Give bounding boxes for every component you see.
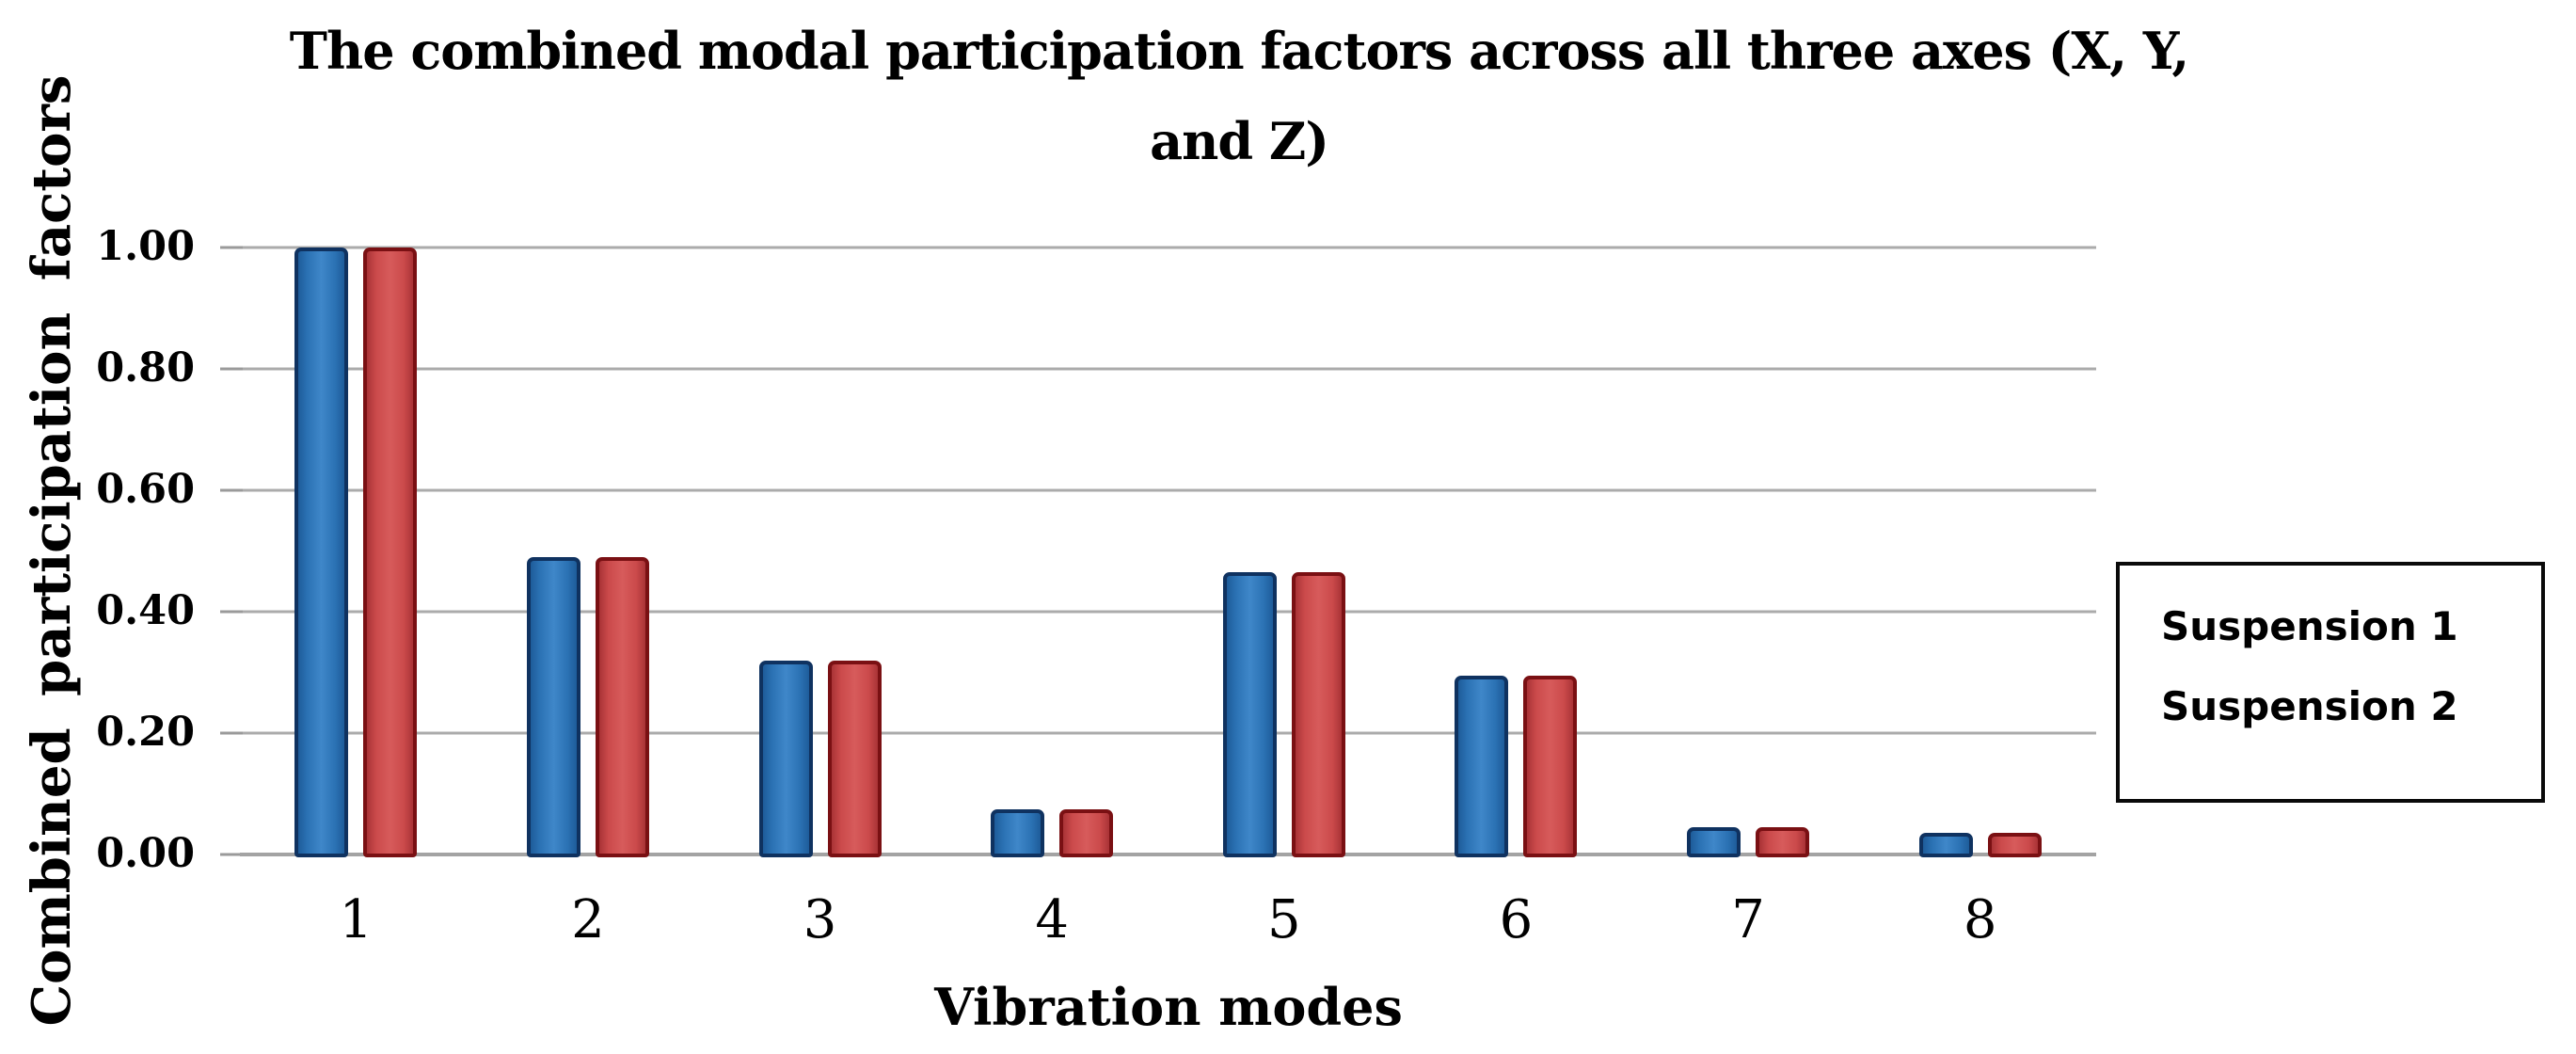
gridline xyxy=(240,488,2096,492)
x-tick-label: 6 xyxy=(1499,889,1534,950)
bar-suspension-2-mode-1 xyxy=(363,248,418,857)
chart-title-line-1: The combined modal participation factors… xyxy=(289,21,2189,81)
y-axis-tick xyxy=(220,246,243,249)
gridline xyxy=(240,610,2096,614)
x-tick-label: 1 xyxy=(339,889,374,950)
y-axis-tick xyxy=(220,367,243,371)
bar-suspension-2-mode-3 xyxy=(827,661,882,857)
x-tick-label: 7 xyxy=(1731,889,1765,950)
x-tick-label: 3 xyxy=(803,889,837,950)
chart-title-line-2: and Z) xyxy=(1150,111,1329,171)
x-tick-label: 8 xyxy=(1963,889,1997,950)
y-tick-label: 0.00 xyxy=(96,830,195,877)
bar-suspension-1-mode-7 xyxy=(1687,827,1741,857)
y-axis-tick xyxy=(220,488,243,492)
bar-suspension-1-mode-4 xyxy=(991,809,1045,857)
bar-suspension-2-mode-5 xyxy=(1291,572,1345,857)
legend: Suspension 1 Suspension 2 xyxy=(2116,562,2545,803)
y-axis-tick xyxy=(220,610,243,614)
y-tick-label: 0.20 xyxy=(96,709,195,756)
gridline xyxy=(240,367,2096,371)
x-axis-line xyxy=(240,853,2096,856)
bar-suspension-1-mode-2 xyxy=(526,557,580,857)
y-tick-label: 0.80 xyxy=(96,344,195,391)
bar-suspension-1-mode-1 xyxy=(294,248,349,857)
bar-suspension-2-mode-8 xyxy=(1987,833,2042,857)
y-tick-label: 0.60 xyxy=(96,466,195,513)
gridline xyxy=(240,246,2096,249)
x-tick-label: 2 xyxy=(571,889,605,950)
bar-suspension-1-mode-6 xyxy=(1455,676,1509,857)
bar-suspension-1-mode-3 xyxy=(758,661,813,857)
y-tick-label: 1.00 xyxy=(96,223,195,270)
x-tick-label: 4 xyxy=(1035,889,1069,950)
bar-suspension-2-mode-6 xyxy=(1523,676,1578,857)
bar-suspension-2-mode-2 xyxy=(595,557,649,857)
bar-suspension-1-mode-5 xyxy=(1222,572,1277,857)
y-axis-title: Combined participation factors xyxy=(21,74,83,1027)
y-axis-tick xyxy=(220,731,243,735)
y-axis-tick xyxy=(220,853,243,856)
x-tick-label: 5 xyxy=(1266,889,1301,950)
x-axis-title: Vibration modes xyxy=(934,977,1403,1037)
chart-title: The combined modal participation factors… xyxy=(0,6,2478,186)
y-tick-label: 0.40 xyxy=(96,587,195,634)
legend-entry-suspension-1: Suspension 1 xyxy=(2161,603,2458,649)
bar-suspension-2-mode-4 xyxy=(1059,809,1114,857)
legend-entry-suspension-2: Suspension 2 xyxy=(2161,683,2458,729)
legend-entries: Suspension 1 Suspension 2 xyxy=(2120,566,2541,746)
gridline xyxy=(240,731,2096,735)
bar-suspension-2-mode-7 xyxy=(1756,827,1810,857)
bar-suspension-1-mode-8 xyxy=(1918,833,1973,857)
